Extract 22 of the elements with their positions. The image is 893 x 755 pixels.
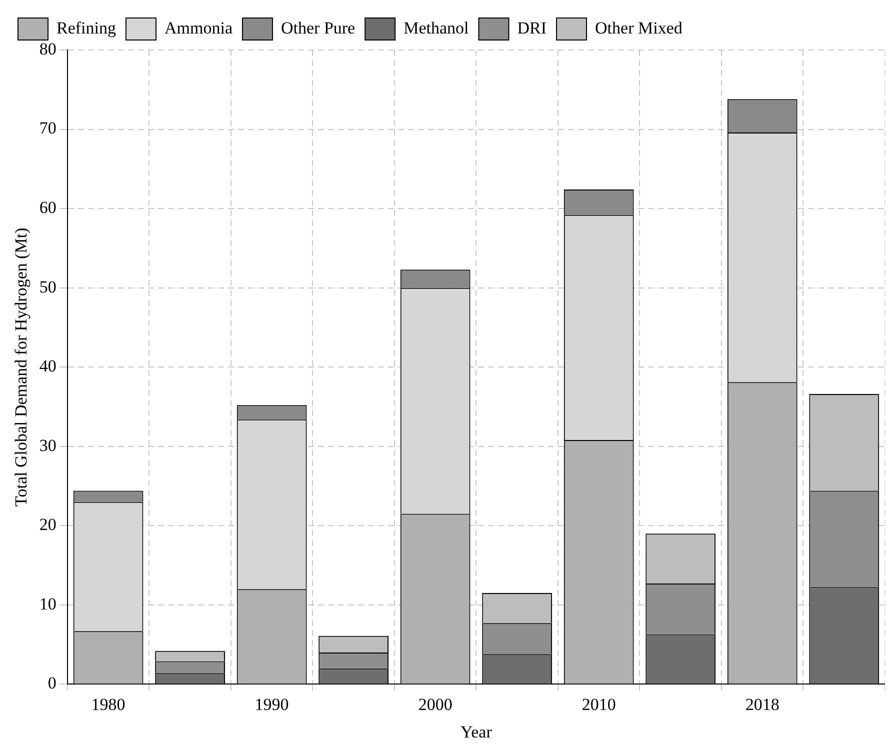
y-tick-label: 30 — [39, 436, 56, 455]
x-tick-label: 1990 — [254, 694, 289, 714]
y-tick-label: 80 — [39, 39, 56, 58]
legend-label: DRI — [517, 18, 547, 38]
y-tick-label: 70 — [39, 118, 56, 138]
legend-label: Methanol — [404, 18, 470, 38]
y-tick-label: 40 — [39, 356, 56, 376]
y-tick-label: 60 — [39, 198, 56, 218]
x-tick-label: 2010 — [582, 694, 616, 714]
legend-label: Ammonia — [164, 18, 233, 38]
x-tick-label: 2018 — [745, 694, 780, 714]
x-tick-label: 1980 — [91, 694, 126, 714]
y-tick-label: 10 — [39, 594, 56, 614]
y-tick-label: 20 — [39, 515, 56, 534]
legend-label: Other Mixed — [595, 18, 683, 38]
y-tick-label: 50 — [39, 277, 56, 296]
legend-label: Other Pure — [280, 18, 356, 38]
legend-label: Refining — [56, 18, 116, 38]
x-tick-label: 2000 — [418, 694, 452, 714]
y-tick-label: 0 — [48, 674, 56, 693]
y-axis-title: Total Global Demand for Hydrogen (Mt) — [12, 228, 31, 506]
x-axis-title: Year — [460, 722, 492, 742]
